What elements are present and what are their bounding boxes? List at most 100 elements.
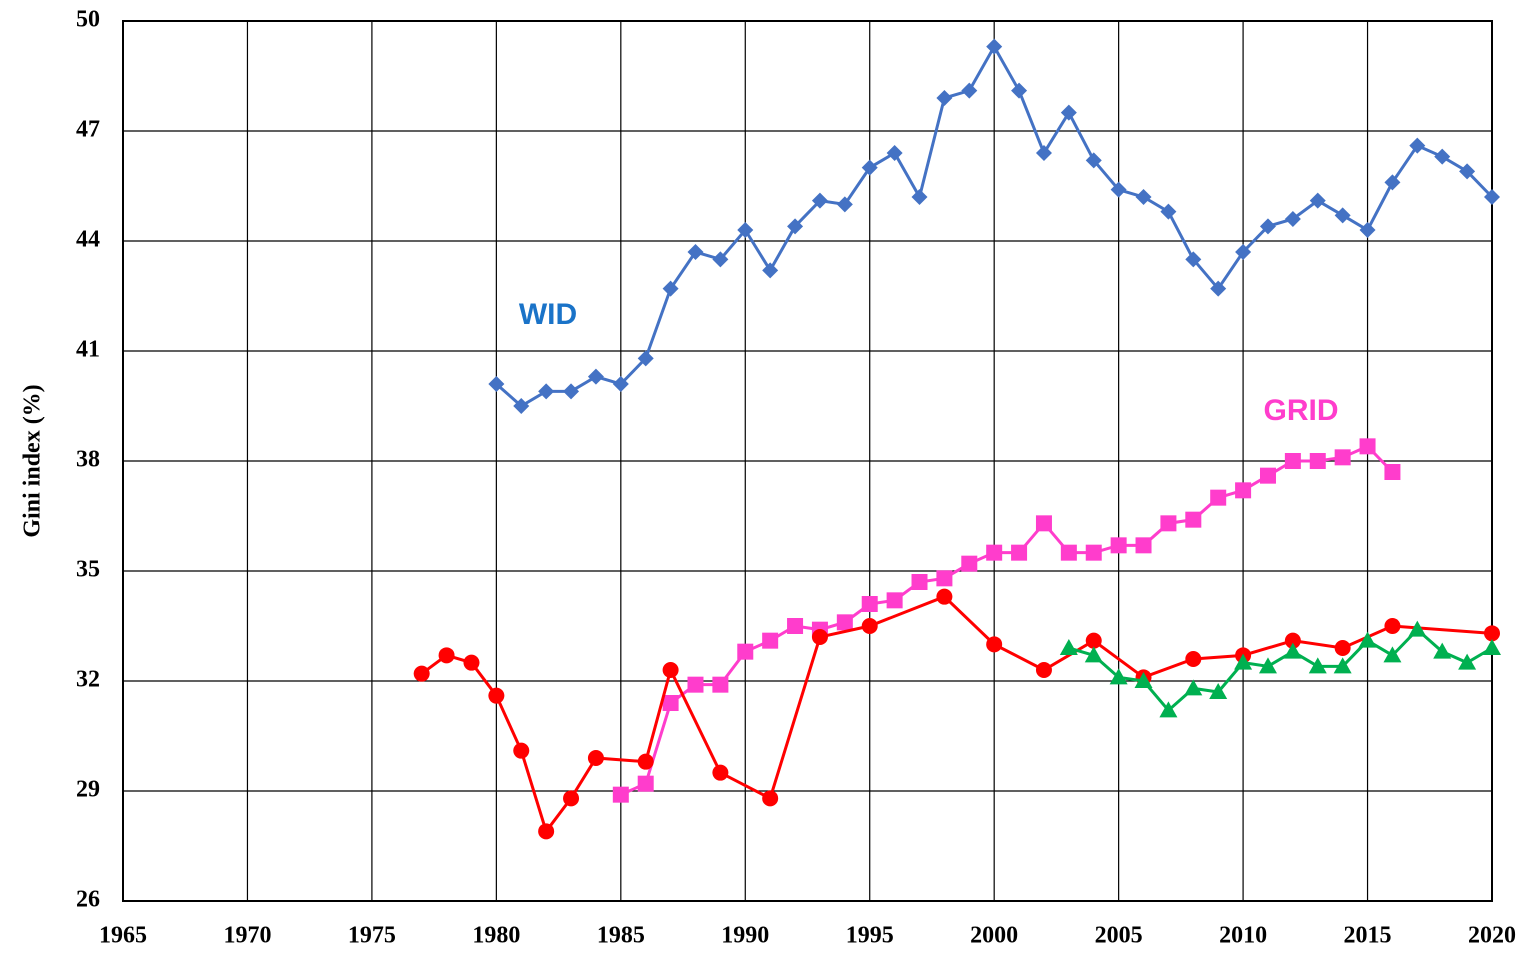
data-point [662, 662, 679, 678]
x-tick-label: 1980 [472, 923, 520, 949]
data-point [1384, 464, 1401, 480]
data-point [1334, 449, 1351, 466]
y-axis-label: Gini index (%) [20, 384, 46, 537]
series-label: GRID [1264, 394, 1339, 427]
data-point [1284, 211, 1301, 227]
x-tick-label: 2005 [1095, 923, 1143, 949]
series-label: WID [519, 298, 577, 331]
data-point [1458, 653, 1477, 670]
data-point [1085, 544, 1102, 561]
data-point [1259, 467, 1276, 484]
data-point [712, 764, 729, 781]
data-point [1484, 625, 1500, 642]
data-point [1110, 181, 1127, 198]
x-tick-label: 1990 [721, 923, 769, 949]
data-point [1383, 646, 1402, 663]
data-point [413, 665, 430, 682]
x-tick-label: 2010 [1219, 923, 1267, 949]
data-point [1308, 657, 1327, 674]
data-point [936, 570, 953, 587]
data-point [1283, 642, 1302, 659]
data-point [1284, 453, 1301, 469]
x-tick-label: 1970 [223, 923, 271, 949]
data-point [687, 244, 704, 260]
data-point [1358, 631, 1377, 648]
data-point [1011, 82, 1028, 99]
data-point [886, 145, 903, 161]
data-point [1334, 640, 1351, 656]
data-point [1060, 104, 1077, 121]
data-point [787, 618, 804, 634]
data-point [861, 596, 878, 612]
data-point [811, 192, 828, 209]
data-point [463, 654, 480, 671]
data-point [1011, 544, 1028, 561]
data-point [662, 280, 679, 297]
data-point [637, 753, 654, 770]
data-point [1235, 482, 1252, 499]
data-point [1434, 148, 1451, 165]
data-point [836, 614, 853, 631]
data-point [1384, 174, 1401, 191]
plot-frame [122, 20, 1493, 902]
data-point [911, 189, 928, 205]
data-point [1085, 152, 1102, 169]
data-point [787, 218, 804, 235]
data-point [488, 687, 505, 704]
data-point [1284, 632, 1301, 649]
y-tick-label: 50 [76, 7, 100, 33]
data-point [1359, 438, 1376, 455]
data-point [438, 647, 455, 664]
data-point [811, 629, 828, 645]
data-point [712, 676, 729, 693]
x-tick-label: 2020 [1468, 923, 1516, 949]
data-point [1160, 203, 1177, 220]
y-tick-label: 47 [76, 117, 100, 143]
data-point [861, 159, 878, 176]
y-tick-label: 35 [76, 557, 100, 583]
data-point [986, 544, 1003, 561]
data-point [861, 618, 878, 634]
data-point [1483, 639, 1501, 655]
data-point [1185, 651, 1202, 667]
data-point [737, 643, 754, 660]
data-point [911, 574, 928, 590]
x-tick-label: 1965 [99, 923, 147, 949]
data-point [637, 775, 654, 792]
data-point [1309, 453, 1326, 469]
data-point [1035, 662, 1052, 678]
data-point [986, 636, 1003, 653]
data-point [1059, 639, 1078, 655]
data-point [538, 823, 555, 840]
data-point [762, 790, 779, 807]
data-point [1110, 537, 1127, 554]
data-point [612, 376, 629, 392]
data-point [1209, 683, 1228, 699]
data-point [1359, 222, 1376, 238]
data-point [1309, 192, 1326, 209]
x-tick-label: 2000 [970, 923, 1018, 949]
data-point [961, 555, 978, 572]
data-point [1159, 701, 1178, 718]
series-line [620, 444, 1394, 797]
data-point [762, 262, 779, 279]
data-point [563, 790, 580, 807]
data-point [1409, 137, 1426, 154]
data-point [1135, 537, 1152, 554]
data-point [563, 383, 580, 400]
data-point [762, 632, 779, 649]
data-point [662, 695, 679, 711]
data-point [1384, 618, 1401, 634]
data-point [1459, 163, 1476, 180]
data-point [936, 90, 953, 106]
data-point [1060, 544, 1077, 561]
data-point [1234, 653, 1253, 670]
data-point [1235, 244, 1252, 260]
data-point [1258, 657, 1277, 674]
data-point [513, 398, 530, 414]
x-tick-label: 2015 [1344, 923, 1392, 949]
data-point [1333, 657, 1352, 674]
data-point [1035, 145, 1052, 161]
data-point [1134, 672, 1153, 688]
